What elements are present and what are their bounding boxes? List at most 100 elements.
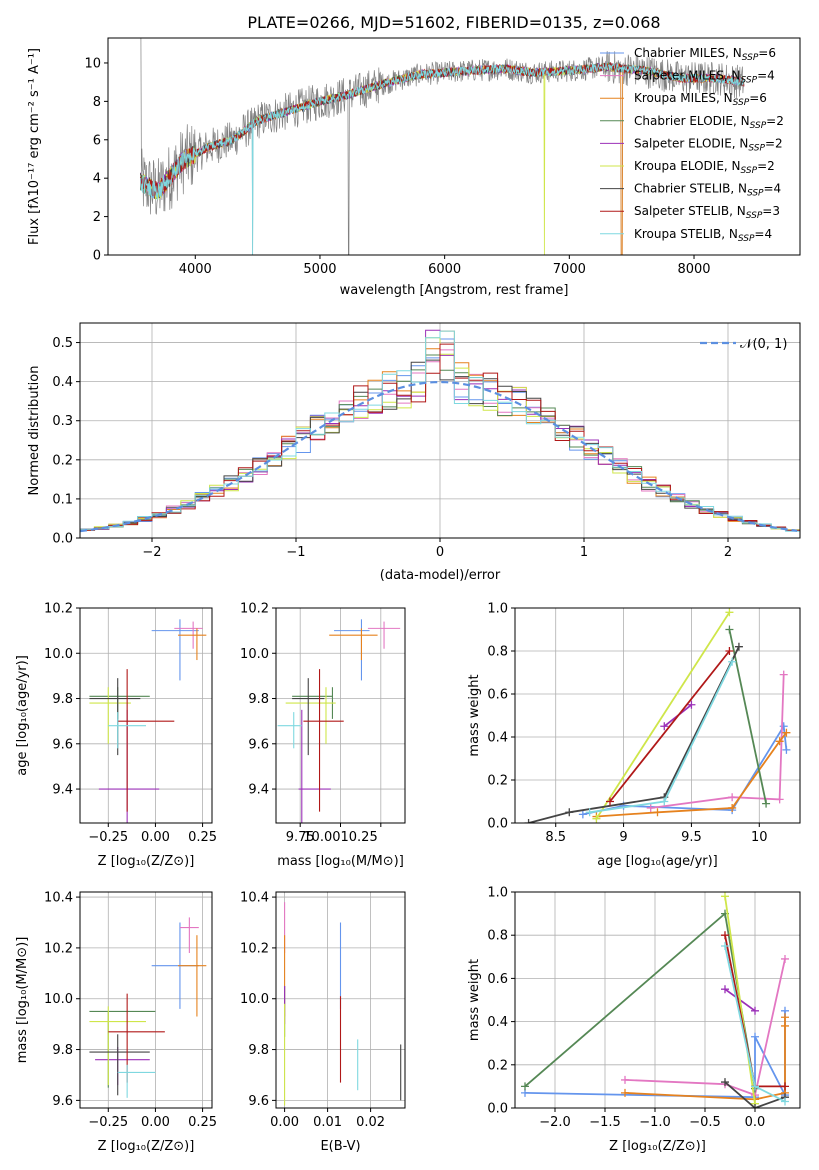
error-bar-point [108,712,146,749]
normal-reference-curve [80,380,798,533]
axes-frame [79,322,801,539]
weight-marker [781,954,789,963]
y-tick-label: 0.4 [52,375,73,390]
plot-area [524,608,791,823]
y-tick-label: 9.8 [52,1043,73,1058]
weight-marker [775,737,784,746]
weight-line [724,896,756,1104]
error-bar-point [108,993,165,1083]
axes-frame [514,607,801,824]
legend-label: Kroupa STELIB, NSSP=4 [634,227,772,244]
error-bar-point [285,687,336,744]
y-tick-label: 10 [84,56,101,71]
plot-area [284,902,402,1106]
x-tick-label: 0 [436,545,444,560]
y-tick-label: 0.8 [487,929,508,944]
weight-line [728,629,767,804]
y-axis-label: mass weight [467,674,482,756]
y-tick-label: 2 [93,210,101,225]
spectrum-panel: 4000 5000 6000 7000 8000 0 2 4 6 8 10 PLATE=0266, M… [27,13,801,298]
y-tick-label: 10.0 [44,992,73,1007]
x-tick-label: −1 [286,545,305,560]
x-tick-label: 5000 [303,262,336,277]
error-bar-point [95,1047,150,1086]
weight-marker [721,985,729,994]
error-bar-point [334,619,370,681]
x-axis-label: wavelength [Angstrom, rest frame] [340,283,569,298]
y-tick-label: 0.3 [52,414,73,429]
y-tick-label: 4 [93,172,101,187]
weight-marker [646,803,655,812]
age-vs-Z-panel: −0.25 0.00 0.25 9.4 9.6 9.8 10.0 10.2 Z [log₁₀(Z… [15,602,217,870]
y-tick-label: 9.4 [248,783,269,798]
weight-marker [782,745,791,754]
weight-vs-Z-panel: −2.0 −1.5 −1.0 −0.5 0.0 0.0 0.2 0.4 0.6 0.8 1.0 Z [… [467,886,801,1154]
weight-series [606,647,734,806]
y-tick-label: 6 [93,133,101,148]
weight-marker [621,1088,629,1097]
weight-marker [725,625,734,634]
x-tick-label: 0.02 [356,1115,385,1130]
x-tick-label: 0.00 [141,830,170,845]
mass-vs-Z-panel: −0.25 0.00 0.25 9.6 9.8 10.0 10.2 10.4 Z [log₁₀(… [15,891,217,1154]
y-tick-label: 9.8 [248,1043,269,1058]
plot-area [277,619,401,823]
axes-frame [514,891,801,1109]
y-axis-label: Flux [fλ10⁻¹⁷ erg cm⁻² s⁻¹ A⁻¹] [27,48,42,245]
x-tick-label: −1.5 [589,1115,621,1130]
x-tick-label: 9 [619,830,627,845]
error-bar-point [117,1064,156,1098]
weight-marker [751,1082,759,1091]
mass-vs-ebv-panel: 0.00 0.01 0.02 9.6 9.8 10.0 10.2 10.4 E(B-V) [240,891,406,1154]
weight-line [609,650,731,803]
y-tick-label: 10.2 [44,602,73,617]
y-tick-label: 9.6 [52,1094,73,1109]
x-tick-label: 0.00 [141,1115,170,1130]
weight-marker [721,892,729,901]
weight-series [725,625,771,808]
error-bar-point [178,935,207,1017]
x-tick-label: 0.00 [270,1115,299,1130]
x-tick-label: 0.25 [188,1115,217,1130]
y-tick-label: 0.6 [487,688,508,703]
x-tick-label: 10 [751,830,768,845]
y-tick-label: 0.2 [487,1058,508,1073]
residual-histogram [80,330,800,533]
weight-line [528,646,740,823]
y-axis-label: mass weight [467,959,482,1041]
legend-label: 𝒩(0, 1) [740,337,787,352]
weight-marker [721,942,729,950]
axes-frame [79,607,213,824]
x-tick-label: −2 [142,545,161,560]
weight-marker [781,1097,789,1106]
y-tick-label: 10.0 [44,647,73,662]
error-bar-point [179,917,199,953]
residuals-plot-area [80,329,800,534]
y-tick-label: 10.2 [240,941,269,956]
y-tick-label: 0.4 [487,731,508,746]
weight-marker [728,657,737,666]
y-tick-label: 9.8 [248,692,269,707]
weight-marker [728,803,737,812]
x-tick-label: 8000 [677,262,710,277]
x-tick-label: 10.0010.25 [303,830,377,845]
y-tick-label: 9.6 [52,737,73,752]
y-tick-label: 10.0 [240,992,269,1007]
x-axis-label: Z [log₁₀(Z/Z⊙)] [609,1139,706,1154]
weight-line [724,1081,786,1108]
axes-frame [275,607,406,824]
axes-frame [107,37,801,256]
legend-label: Kroupa ELODIE, NSSP=2 [634,159,775,176]
y-tick-label: 0.8 [487,645,508,660]
weight-marker [775,795,784,804]
residuals-panel: −2 −1 0 1 2 0.0 0.1 0.2 0.3 0.4 0.5 𝒩(0, 1) (data-mo… [27,322,801,583]
plot-area [89,619,207,823]
weight-series [721,892,759,1108]
weight-series [646,670,788,812]
legend-label: Chabrier MILES, NSSP=6 [634,46,776,63]
x-tick-label: 1 [580,545,588,560]
error-bar-point [178,628,207,661]
weight-marker [592,814,601,823]
y-tick-label: 0.1 [52,492,73,507]
